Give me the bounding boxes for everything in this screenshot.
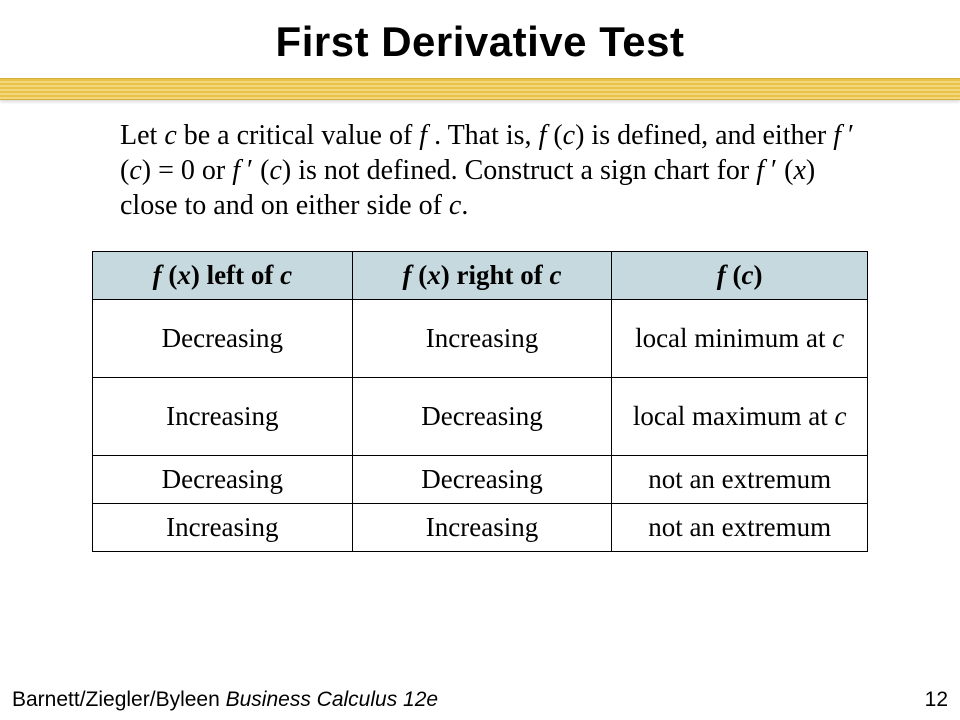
table-cell: local maximum at c [612,378,868,456]
divider-stripe [0,78,960,100]
page-title: First Derivative Test [40,18,920,66]
table-cell: not an extremum [612,504,868,552]
table-cell: Increasing [352,300,612,378]
table-cell: Decreasing [93,456,353,504]
table-header-cell: f (x) left of c [93,252,353,300]
table-cell: Decreasing [352,456,612,504]
table-row: IncreasingIncreasingnot an extremum [93,504,868,552]
table-cell: Decreasing [93,300,353,378]
table-cell: Decreasing [352,378,612,456]
footer-page-number: 12 [925,688,948,712]
table-body: DecreasingIncreasinglocal minimum at cIn… [93,300,868,552]
table-cell: local minimum at c [612,300,868,378]
table-cell: not an extremum [612,456,868,504]
table-header-cell: f (c) [612,252,868,300]
table-cell: Increasing [93,378,353,456]
table-cell: Increasing [93,504,353,552]
table-row: DecreasingDecreasingnot an extremum [93,456,868,504]
slide: First Derivative Test Let c be a critica… [0,0,960,720]
table-cell: Increasing [352,504,612,552]
body-paragraph: Let c be a critical value of f . That is… [120,118,868,223]
footer-source: Barnett/Ziegler/Byleen Business Calculus… [12,688,438,712]
footer: Barnett/Ziegler/Byleen Business Calculus… [12,688,948,712]
table-row: DecreasingIncreasinglocal minimum at c [93,300,868,378]
derivative-test-table: f (x) left of cf (x) right of cf (c) Dec… [92,251,868,552]
table-header-row: f (x) left of cf (x) right of cf (c) [93,252,868,300]
table-head: f (x) left of cf (x) right of cf (c) [93,252,868,300]
table-header-cell: f (x) right of c [352,252,612,300]
table-row: IncreasingDecreasinglocal maximum at c [93,378,868,456]
